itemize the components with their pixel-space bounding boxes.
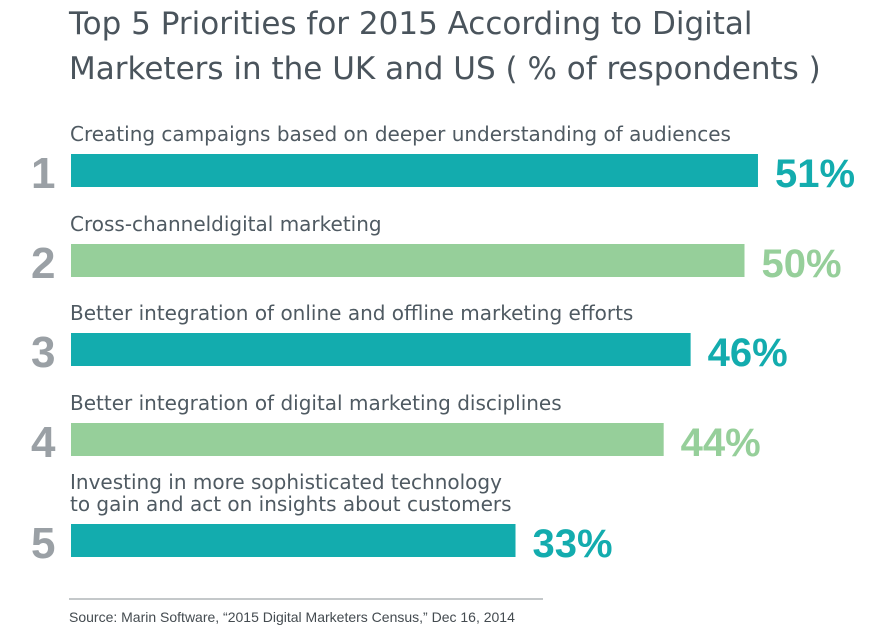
rank-number-5: 5 — [31, 519, 55, 568]
rank-number-4: 4 — [31, 418, 56, 467]
value-label-2: 50% — [762, 242, 842, 286]
category-label-4: Better integration of digital marketing … — [70, 391, 562, 415]
value-label-3: 46% — [708, 331, 788, 375]
rank-number-1: 1 — [31, 149, 55, 198]
bar-3 — [71, 333, 691, 366]
bar-4 — [71, 423, 664, 456]
chart-title-line-1: Top 5 Priorities for 2015 According to D… — [68, 6, 753, 42]
bar-2 — [71, 244, 745, 277]
value-label-1: 51% — [775, 152, 855, 196]
bar-5 — [71, 524, 516, 557]
source-note: Source: Marin Software, “2015 Digital Ma… — [69, 609, 515, 625]
chart-title-line-2: Marketers in the UK and US ( % of respon… — [69, 51, 821, 87]
value-label-4: 44% — [681, 421, 761, 465]
value-label-5: 33% — [533, 522, 613, 566]
bar-1 — [71, 154, 758, 187]
rank-number-3: 3 — [31, 328, 55, 377]
category-label-1: Creating campaigns based on deeper under… — [70, 122, 731, 146]
rank-number-2: 2 — [31, 239, 55, 288]
category-label-5-line-1: Investing in more sophisticated technolo… — [70, 470, 502, 494]
category-label-5-line-2: to gain and act on insights about custom… — [70, 492, 512, 516]
bars-group: 1 Creating campaigns based on deeper unde… — [31, 122, 855, 568]
category-label-3: Better integration of online and offline… — [70, 301, 633, 325]
category-label-2: Cross-channeldigital marketing — [70, 212, 382, 236]
